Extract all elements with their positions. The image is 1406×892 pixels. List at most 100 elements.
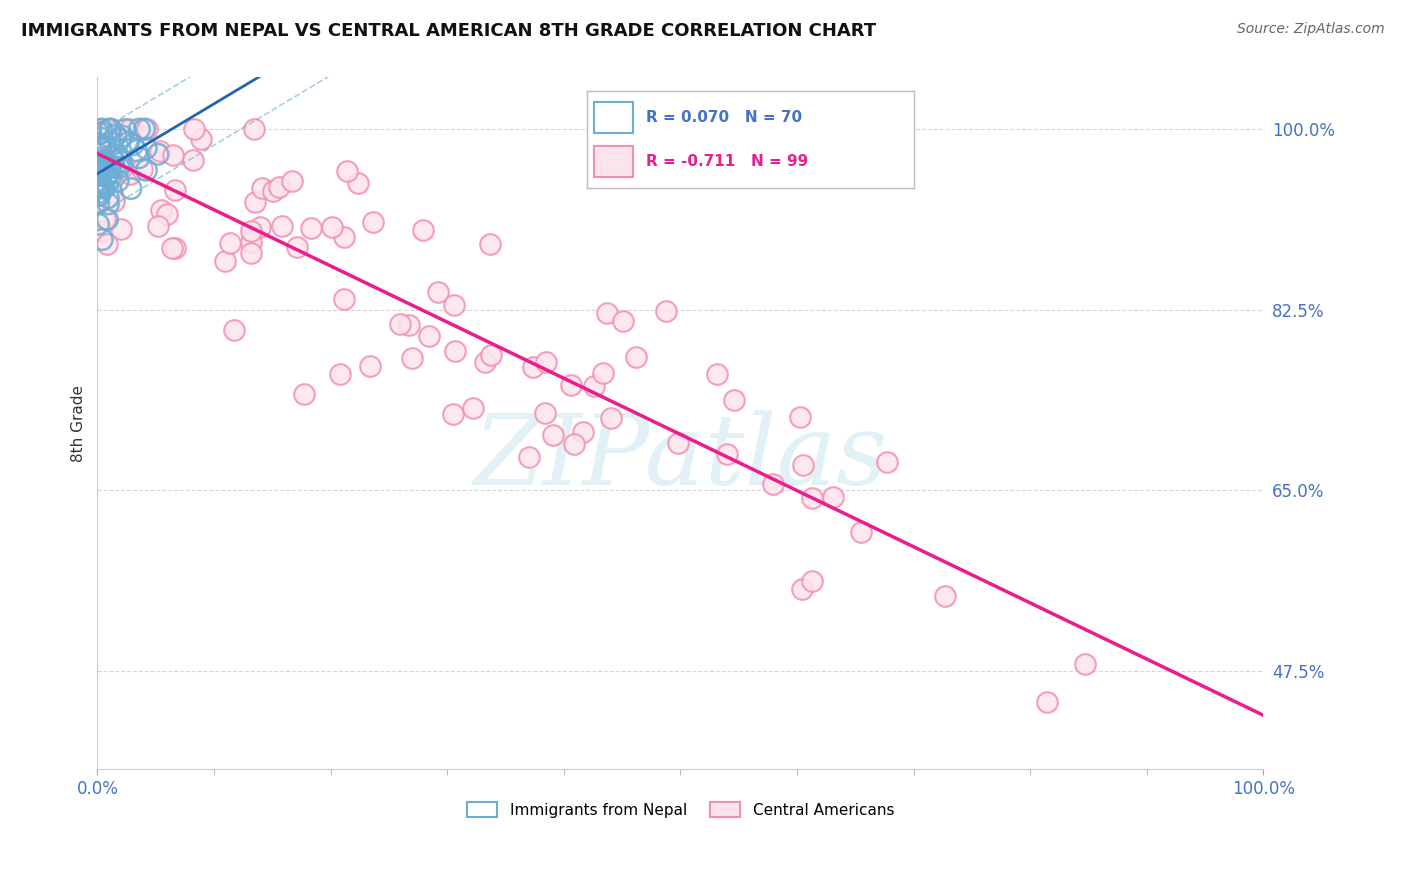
Point <box>361 215 384 229</box>
Point <box>89 168 111 182</box>
Point <box>90 158 112 172</box>
Point <box>851 524 873 539</box>
Point <box>333 292 356 306</box>
Point <box>87 158 110 172</box>
Point <box>89 164 111 178</box>
Point <box>478 237 501 252</box>
Point <box>792 582 814 596</box>
Point <box>111 160 134 174</box>
Point <box>131 162 153 177</box>
Point <box>723 392 745 407</box>
Point <box>249 220 271 235</box>
Point <box>128 151 150 165</box>
Point <box>165 241 187 255</box>
Point <box>183 122 205 136</box>
Point <box>104 128 127 143</box>
Point <box>110 143 132 157</box>
Point <box>89 169 111 183</box>
Point <box>329 367 352 381</box>
Point <box>876 455 898 469</box>
Point <box>110 222 132 236</box>
Point <box>582 379 605 393</box>
Point <box>93 143 115 157</box>
Point <box>146 147 169 161</box>
Point <box>444 344 467 359</box>
Point <box>98 165 121 179</box>
Point <box>89 188 111 202</box>
Text: IMMIGRANTS FROM NEPAL VS CENTRAL AMERICAN 8TH GRADE CORRELATION CHART: IMMIGRANTS FROM NEPAL VS CENTRAL AMERICA… <box>21 22 876 40</box>
Point <box>426 285 449 299</box>
Point <box>624 350 647 364</box>
Point <box>541 427 564 442</box>
Point <box>96 237 118 252</box>
Point <box>149 144 172 158</box>
Point <box>111 129 134 144</box>
Point <box>224 323 246 337</box>
Point <box>108 122 131 136</box>
Point <box>934 589 956 603</box>
Point <box>94 160 117 174</box>
Point <box>103 161 125 175</box>
Point <box>333 230 356 244</box>
Text: Source: ZipAtlas.com: Source: ZipAtlas.com <box>1237 22 1385 37</box>
Point <box>108 151 131 165</box>
Point <box>97 197 120 211</box>
Point <box>91 166 114 180</box>
Point <box>91 125 114 139</box>
Point <box>134 122 156 136</box>
Point <box>90 224 112 238</box>
Point <box>1074 657 1097 671</box>
Point <box>100 160 122 174</box>
Point <box>655 303 678 318</box>
Point <box>90 122 112 136</box>
Point <box>789 410 811 425</box>
Point <box>412 223 434 237</box>
Point <box>128 122 150 136</box>
Point <box>87 217 110 231</box>
Point <box>219 236 242 251</box>
Point <box>214 253 236 268</box>
Point <box>89 175 111 189</box>
Point <box>571 425 593 439</box>
Point <box>156 206 179 220</box>
Point <box>98 135 121 149</box>
Point <box>97 191 120 205</box>
Point <box>666 436 689 450</box>
Point <box>596 306 619 320</box>
Point <box>762 476 785 491</box>
Point <box>89 122 111 136</box>
Point <box>91 164 114 178</box>
Point <box>716 447 738 461</box>
Point <box>118 122 141 136</box>
Point <box>97 167 120 181</box>
Point <box>120 167 142 181</box>
Point <box>87 154 110 169</box>
Point <box>359 359 381 373</box>
Point <box>111 155 134 169</box>
Point <box>321 219 343 234</box>
Point <box>162 241 184 255</box>
Point <box>91 233 114 247</box>
Point <box>292 386 315 401</box>
Point <box>245 195 267 210</box>
Point <box>240 235 263 249</box>
Point <box>263 184 285 198</box>
Point <box>250 181 273 195</box>
Point <box>398 318 420 332</box>
Point <box>534 406 557 420</box>
Point <box>94 211 117 226</box>
Point <box>89 122 111 136</box>
Point <box>97 178 120 192</box>
Point <box>114 122 136 136</box>
Point <box>89 127 111 141</box>
Point <box>592 366 614 380</box>
Point <box>517 450 540 464</box>
Point <box>87 188 110 202</box>
Point <box>108 161 131 175</box>
Point <box>401 351 423 366</box>
Point <box>91 165 114 179</box>
Legend: Immigrants from Nepal, Central Americans: Immigrants from Nepal, Central Americans <box>461 796 900 824</box>
Point <box>91 178 114 193</box>
Point <box>122 137 145 152</box>
Point <box>134 122 156 136</box>
